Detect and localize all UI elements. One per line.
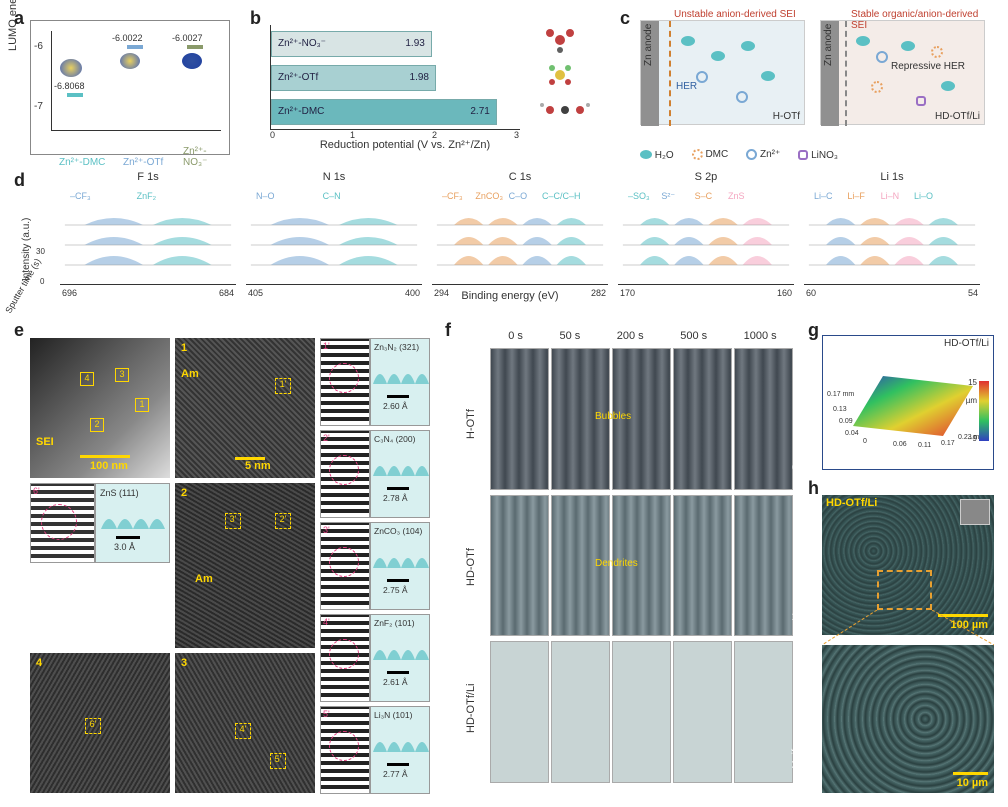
panel-g-label: g <box>808 320 819 341</box>
panel-d-label: d <box>14 170 25 191</box>
time-label: 1000 s <box>744 330 777 346</box>
xps-N1s: N 1s N–OC–N 405 400 <box>246 185 422 285</box>
molecule-icon <box>530 95 600 125</box>
crystal-2: 3' ZnCO₃ (104) 2.75 Å <box>320 522 430 610</box>
panel-c-right-phase: HD-OTf/Li <box>935 111 980 122</box>
tem-main: SEI 100 nm 1 2 3 4 <box>30 338 170 478</box>
tem-region2: 2 Am 2' 3' <box>175 483 315 648</box>
panel-e-scale100: 100 nm <box>90 460 128 472</box>
crystal-3: 4' ZnF₂ (101) 2.61 Å <box>320 614 430 702</box>
panel-c-her: HER <box>676 81 697 92</box>
panel-c-anode-l: Zn anode <box>643 24 654 66</box>
panel-a-marker-dmc <box>67 93 83 97</box>
tem-region3: 3 4' 5' <box>175 653 315 793</box>
crystal-1: 2' C₃N₄ (200) 2.78 Å <box>320 430 430 518</box>
panel-a-ylabel: LUMO energy (eV) <box>7 0 19 51</box>
crystal-0: 1' Zn₃N₂ (321) 2.60 Å <box>320 338 430 426</box>
bar-0: Zn²⁺-NO₃⁻1.93 <box>271 31 432 57</box>
orbital-icon <box>182 53 202 69</box>
optical-row-2: HD-OTf/LiUniform <box>465 641 795 783</box>
xps-Li1s: Li 1s Li–CLi–FLi–NLi–O 60 54 <box>804 185 980 285</box>
panel-a-x2: Zn²⁺-NO₃⁻ <box>183 146 229 168</box>
panel-c-left-title: Unstable anion-derived SEI <box>674 9 796 20</box>
optical-row-0: H-OTfSevereBubbles <box>465 348 795 490</box>
panel-g-clsm: HD-OTf/Li 0.17 mm 0.13 0.09 0.04 0 0.06 … <box>822 335 994 470</box>
bar-1: Zn²⁺-OTf1.98 <box>271 65 436 91</box>
panel-c-left-phase: H-OTf <box>773 111 800 122</box>
tem-region4: 4 6' <box>30 653 170 793</box>
time-label: 200 s <box>617 330 644 346</box>
panel-a-ytick-6: -6 <box>34 41 43 52</box>
panel-b-label: b <box>250 8 261 29</box>
panel-a-val-1: -6.0022 <box>112 33 143 43</box>
panel-b-chart: Zn²⁺-NO₃⁻1.93 Zn²⁺-OTf1.98 Zn²⁺-DMC2.71 Re… <box>270 20 600 155</box>
panel-c-legend: H₂O DMC Zn²⁺ LiNO₃ <box>640 145 990 165</box>
bar-2: Zn²⁺-DMC2.71 <box>271 99 497 125</box>
tem-region1: 1 Am 5 nm 1' <box>175 338 315 478</box>
molecule-icon <box>530 25 590 55</box>
panel-f-label: f <box>445 320 451 341</box>
panel-a-chart: LUMO energy (eV) -6 -7 -6.8068 -6.0022 -… <box>30 20 230 155</box>
panel-d-xps: Intensity (a.u.) Sputter time (s) 30 0 F… <box>30 185 990 305</box>
molecule-icon <box>530 60 590 90</box>
crystal-4: 5' Li₃N (101) 2.77 Å <box>320 706 430 794</box>
panel-c-repress: Repressive HER <box>891 61 965 72</box>
panel-d-xlabel: Binding energy (eV) <box>30 290 990 302</box>
orbital-icon <box>60 59 82 77</box>
panel-h-label: h <box>808 478 819 499</box>
sem-bottom: 10 µm <box>822 645 994 793</box>
panel-a-ytick-7: -7 <box>34 101 43 112</box>
time-label: 500 s <box>680 330 707 346</box>
xps-C1s: C 1s –CF₃ZnCO₃C–OC–C/C–H 294 282 <box>432 185 608 285</box>
panel-a-x0: Zn²⁺-DMC <box>59 157 105 168</box>
optical-row-1: HD-OTfUnevenDendrites <box>465 495 795 637</box>
xps-S2p: S 2p –SO₃S²⁻S–CZnS 170 160 <box>618 185 794 285</box>
xps-F1s: F 1s –CF₃ZnF₂ 696 684 <box>60 185 236 285</box>
panel-f-optical: 0 s 50 s 200 s 500 s 1000 s H-OTfSevereBubbl… <box>465 330 795 790</box>
panel-c-label: c <box>620 8 630 29</box>
panel-a-val-0: -6.8068 <box>54 81 85 91</box>
orbital-icon <box>120 53 140 69</box>
panel-a-marker-no3 <box>187 45 203 49</box>
panel-a-x1: Zn²⁺-OTf <box>123 157 163 168</box>
time-label: 50 s <box>559 330 580 346</box>
panel-h-sem: HD-OTf/Li 100 µm 10 µm <box>822 495 994 795</box>
time-label: 0 s <box>508 330 523 346</box>
panel-e-tem: SEI 100 nm 1 2 3 4 1 Am 5 nm 1' 2 Am 2' … <box>30 338 430 793</box>
panel-e-label: e <box>14 320 24 341</box>
panel-c-anode-r: Zn anode <box>823 24 834 66</box>
panel-b-xlabel: Reduction potential (V vs. Zn²⁺/Zn) <box>290 138 520 151</box>
panel-c-right-title: Stable organic/anion-derived SEI <box>851 9 984 31</box>
panel-e-sei: SEI <box>36 436 54 448</box>
panel-a-val-2: -6.0027 <box>172 33 203 43</box>
panel-c-schematics: Zn anode Unstable anion-derived SEI HER … <box>640 20 990 140</box>
panel-a-marker-otf <box>127 45 143 49</box>
